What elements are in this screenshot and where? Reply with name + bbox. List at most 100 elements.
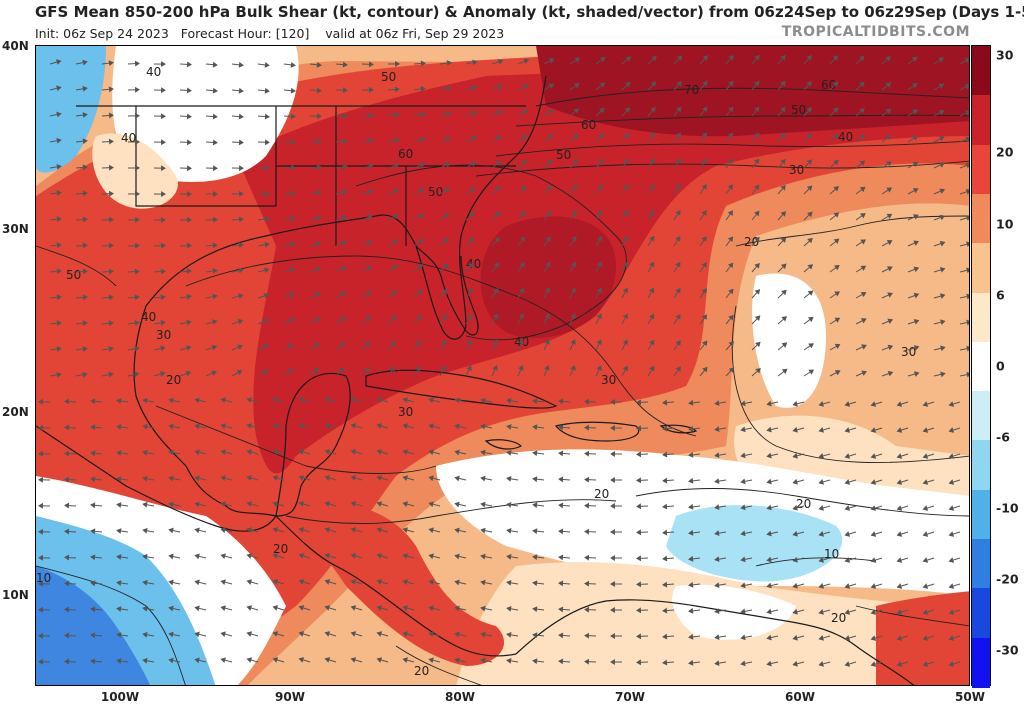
vector-arrowhead xyxy=(860,318,867,324)
vector-arrowhead xyxy=(545,236,551,242)
vector-arrowhead xyxy=(168,579,174,586)
vector-arrowhead xyxy=(272,631,279,637)
vector-arrowhead xyxy=(350,631,357,637)
vector-arrowhead xyxy=(833,238,840,244)
vector-arrowhead xyxy=(965,84,969,90)
vector-arrowhead xyxy=(238,216,244,223)
vector-arrowhead xyxy=(624,132,630,139)
vector-arrowhead xyxy=(38,398,43,405)
vector-arrowhead xyxy=(246,605,253,611)
vector-arrowhead xyxy=(263,292,270,299)
vector-arrowhead xyxy=(298,553,305,559)
vector-arrowhead xyxy=(82,138,88,145)
vector-arrowhead xyxy=(135,138,140,145)
vector-arrowhead xyxy=(38,476,43,483)
vector-arrowhead xyxy=(832,107,839,114)
vector-arrowhead xyxy=(142,579,148,586)
vector-arrowhead xyxy=(896,635,903,641)
contour-label: 20 xyxy=(831,611,846,625)
vector-arrowhead xyxy=(467,313,473,320)
vector-arrowhead xyxy=(844,401,851,407)
vector-arrowhead xyxy=(596,339,602,345)
vector-arrowhead xyxy=(246,397,253,403)
vector-arrowhead xyxy=(584,632,590,639)
colorbar-segment xyxy=(972,341,990,393)
vector-arrowhead xyxy=(316,215,322,222)
vector-arrowhead xyxy=(755,368,761,374)
vector-arrowhead xyxy=(807,211,813,218)
vector-arrowhead xyxy=(675,313,681,320)
vector-arrowhead xyxy=(714,504,720,511)
vector-arrowhead xyxy=(142,553,148,560)
vector-arrowhead xyxy=(558,398,564,405)
vector-arrowhead xyxy=(506,527,512,534)
vector-arrowhead xyxy=(610,503,615,509)
vector-arrowhead xyxy=(472,59,478,66)
vector-arrowhead xyxy=(625,81,631,88)
vector-arrowhead xyxy=(544,313,550,320)
vector-arrowhead xyxy=(160,345,166,352)
vector-arrowhead xyxy=(806,55,812,61)
vector-arrowhead xyxy=(366,265,373,271)
vector-arrowhead xyxy=(714,530,720,537)
vector-arrowhead xyxy=(701,132,708,139)
vector-arrowhead xyxy=(246,501,253,507)
vector-arrowhead xyxy=(766,660,772,667)
vector-arrowhead xyxy=(376,579,383,585)
vector-arrowhead xyxy=(187,191,192,198)
vector-arrowhead xyxy=(662,607,668,614)
vector-arrowhead xyxy=(922,505,929,511)
vector-arrowhead xyxy=(780,263,787,270)
vector-arrowhead xyxy=(246,657,253,663)
vector-arrowhead xyxy=(636,659,642,666)
vector-arrowhead xyxy=(90,476,96,483)
vector-arrowhead xyxy=(649,209,655,216)
vector-arrowhead xyxy=(116,632,122,638)
vector-arrowhead xyxy=(314,292,321,298)
vector-arrowhead xyxy=(64,658,70,665)
vector-arrowhead xyxy=(651,55,657,62)
vector-arrowhead xyxy=(82,190,88,197)
vector-arrowhead xyxy=(714,556,720,563)
vector-arrowhead xyxy=(939,188,946,194)
vector-arrowhead xyxy=(740,504,746,511)
vector-arrowhead xyxy=(913,240,919,246)
vector-arrowhead xyxy=(754,106,760,113)
vector-arrowhead xyxy=(701,158,707,164)
vector-arrowhead xyxy=(168,553,174,560)
vector-arrowhead xyxy=(558,554,564,561)
vector-arrowhead xyxy=(339,316,346,323)
vector-arrowhead xyxy=(844,583,851,589)
vector-arrowhead xyxy=(238,190,244,197)
colorbar-label: 20 xyxy=(996,144,1014,160)
vector-arrowhead xyxy=(454,605,460,612)
vector-arrowhead xyxy=(662,425,668,432)
colorbar-label: 10 xyxy=(996,216,1014,232)
vector-arrowhead xyxy=(168,397,174,404)
vector-arrowhead xyxy=(740,582,746,589)
vector-arrowhead xyxy=(727,210,734,216)
vector-arrowhead xyxy=(367,214,374,220)
vector-arrowhead xyxy=(392,214,399,220)
vector-arrowhead xyxy=(212,87,218,94)
vector-arrowhead xyxy=(532,424,538,431)
vector-arrowhead xyxy=(454,449,460,456)
colorbar-label: -10 xyxy=(996,500,1019,516)
vector-arrowhead xyxy=(702,106,708,113)
anomaly-vectors xyxy=(38,54,969,667)
vector-arrowhead xyxy=(948,583,955,589)
vector-arrowhead xyxy=(714,582,720,589)
vector-arrowhead xyxy=(471,110,478,117)
vector-arrowhead xyxy=(213,191,218,197)
vector-arrowhead xyxy=(134,294,140,301)
vector-arrowhead xyxy=(493,287,499,294)
vector-arrowhead xyxy=(792,634,798,641)
vector-arrowhead xyxy=(636,607,642,614)
vector-arrowhead xyxy=(134,320,140,326)
vector-arrowhead xyxy=(740,608,746,615)
vector-arrowhead xyxy=(861,344,867,350)
vector-arrowhead xyxy=(116,580,122,586)
vector-arrowhead xyxy=(558,580,564,587)
vector-arrowhead xyxy=(922,635,929,641)
vector-arrowhead xyxy=(324,605,331,611)
